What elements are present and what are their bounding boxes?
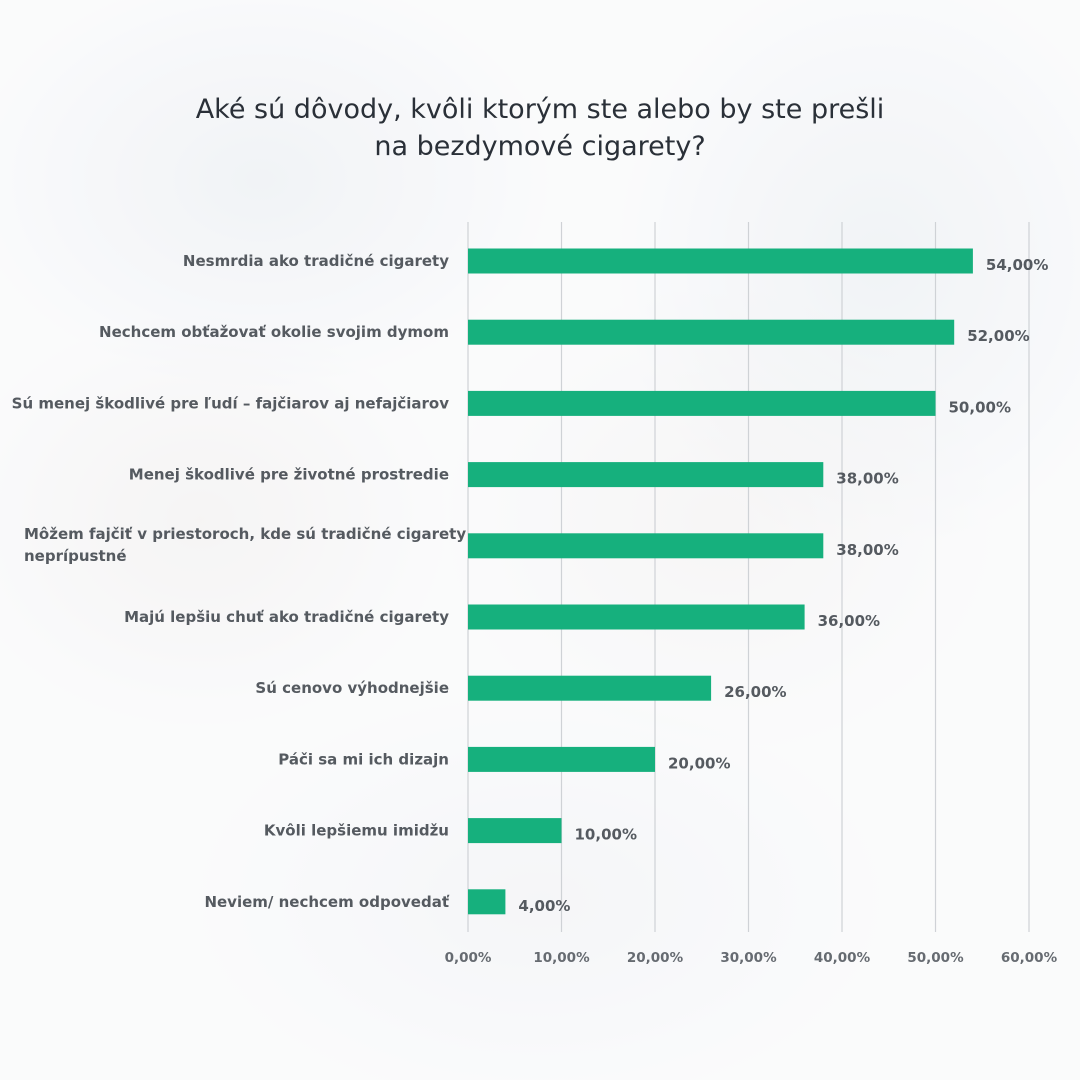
category-label: Sú cenovo výhodnejšie: [255, 679, 449, 697]
bars: [468, 248, 973, 915]
x-tick-label: 10,00%: [533, 950, 590, 966]
category-label: Nesmrdia ako tradičné cigarety: [183, 252, 449, 270]
data-label: 26,00%: [724, 683, 786, 701]
x-tick-label: 0,00%: [445, 950, 492, 966]
category-label: Páči sa mi ich dizajn: [278, 750, 449, 768]
chart-title: Aké sú dôvody, kvôli ktorým ste alebo by…: [196, 94, 885, 162]
category-label: neprípustné: [24, 547, 127, 565]
category-label: Majú lepšiu chuť ako tradičné cigarety: [124, 608, 449, 626]
x-axis-tick-labels: 0,00% 10,00% 20,00% 30,00% 40,00% 50,00% 60,00…: [445, 950, 1058, 966]
category-labels: Nesmrdia ako tradičné cigarety Nechcem ob…: [12, 252, 467, 911]
bar: [468, 390, 936, 416]
data-label: 38,00%: [836, 541, 898, 559]
x-tick-label: 30,00%: [720, 950, 777, 966]
category-label: Kvôli lepšiemu imidžu: [264, 822, 449, 840]
category-label: Menej škodlivé pre životné prostredie: [129, 466, 449, 484]
value-labels: 54,00% 52,00% 50,00% 38,00% 38,00% 36,00% 26,0…: [518, 256, 1048, 915]
category-label: Neviem/ nechcem odpovedať: [204, 893, 449, 911]
data-label: 52,00%: [967, 327, 1029, 345]
bar: [468, 462, 824, 488]
data-label: 38,00%: [836, 470, 898, 488]
x-tick-label: 20,00%: [627, 950, 684, 966]
data-label: 10,00%: [575, 826, 637, 844]
x-tick-label: 40,00%: [814, 950, 871, 966]
bar: [468, 818, 562, 844]
bar: [468, 604, 805, 630]
chart-title-line: Aké sú dôvody, kvôli ktorým ste alebo by…: [196, 94, 885, 125]
data-label: 20,00%: [668, 754, 730, 772]
data-label: 50,00%: [949, 398, 1011, 416]
chart-title-line: na bezdymové cigarety?: [374, 131, 705, 162]
data-label: 54,00%: [986, 256, 1048, 274]
category-label: Sú menej škodlivé pre ľudí – fajčiarov a…: [12, 394, 450, 412]
x-tick-label: 60,00%: [1001, 950, 1058, 966]
bar: [468, 533, 824, 559]
bar: [468, 675, 712, 701]
category-label: Nechcem obťažovať okolie svojim dymom: [99, 323, 449, 341]
data-label: 36,00%: [818, 612, 880, 630]
bar: [468, 889, 506, 915]
category-label: Môžem fajčiť v priestoroch, kde sú tradi…: [24, 525, 466, 543]
bar: [468, 746, 655, 772]
bar: [468, 319, 955, 345]
data-label: 4,00%: [518, 897, 570, 915]
x-tick-label: 50,00%: [907, 950, 964, 966]
bar: [468, 248, 973, 274]
